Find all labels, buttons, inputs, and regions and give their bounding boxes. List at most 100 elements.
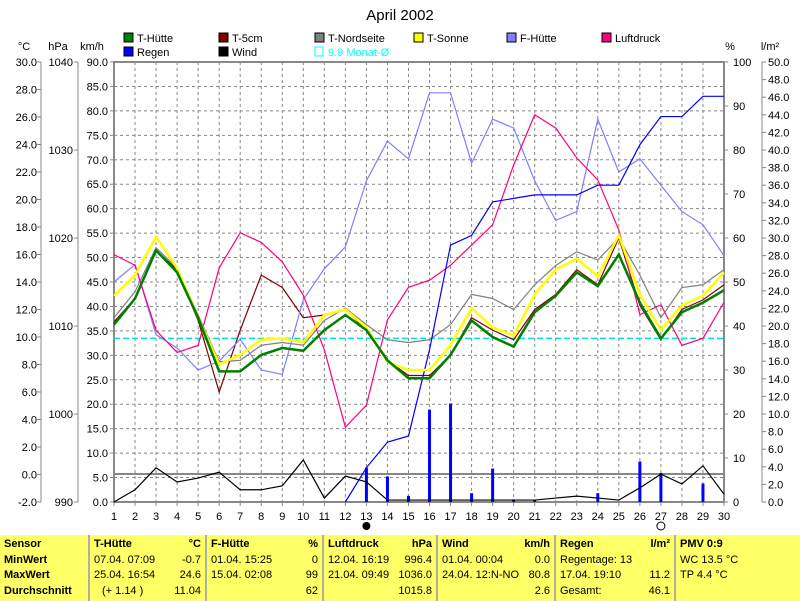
series-line-t-h-tte [113, 248, 725, 380]
col-luftdruck: Luftdruck hPa 12.04. 16:19 996.4 21.04. 09… [324, 535, 438, 601]
total-label: Gesamt: [560, 584, 602, 597]
header: F-Hütte [211, 538, 250, 550]
x-tick-label: 27 [655, 511, 667, 523]
legend-label: Regen [137, 47, 169, 59]
value: 24.6 [179, 569, 201, 581]
time: 07.04. 07:09 [94, 553, 156, 566]
series-line-t-nordseite [113, 237, 725, 363]
legend-label: T-5cm [232, 33, 263, 45]
axis-label-lm2: 2.0 [768, 479, 783, 491]
time: 01.04. 00:04 [442, 553, 504, 566]
axis-label-lm2: 0.0 [768, 497, 783, 509]
axis-label-lm2: 14.0 [768, 374, 789, 386]
axis-label-kmh: 75.0 [87, 130, 108, 142]
weather-chart: April 2002 °C hPa km/h% l/m² T-Hütte T-5cm T-No… [16, 7, 789, 531]
unit-label-hpa: hPa [48, 41, 68, 53]
axis-label-kmh: 30.0 [87, 350, 108, 362]
time: 17.04. 19:10 [560, 569, 622, 581]
value: -0.7 [182, 553, 201, 566]
axis-label-lm2: 4.0 [768, 462, 783, 474]
axis-label-celsius: 2.0 [22, 442, 37, 454]
x-tick-label: 30 [718, 511, 730, 523]
x-tick-label: 21 [529, 511, 541, 523]
unit-label-lm2: l/m² [761, 41, 780, 53]
value: 1015.8 [398, 584, 432, 597]
axis-label-lm2: 30.0 [768, 233, 789, 245]
axis-label-hpa: 1000 [49, 409, 73, 421]
header: Luftdruck [328, 538, 379, 550]
axis-label-hpa: 1010 [49, 321, 73, 333]
col-f-huette: F-Hütte% 01.04. 15:25 0 15.04. 02:08 99 62 [207, 535, 324, 601]
x-tick-label: 18 [465, 511, 477, 523]
legend-swatch [218, 32, 229, 43]
axis-label-celsius: 24.0 [16, 140, 37, 152]
time: 15.04. 02:08 [211, 569, 273, 581]
axis-label-lm2: 22.0 [768, 303, 789, 315]
axis-label-celsius: 14.0 [16, 277, 37, 289]
axis-label-kmh: 90.0 [87, 57, 108, 69]
col-regen: Regen l/m² Regentage: 13 17.04. 19:10 11.2… [556, 535, 676, 601]
col-t-huette: T-Hütte °C 07.04. 07:09 -0.7 25.04. 16:54 2… [90, 535, 207, 601]
axis-label-percent: 40 [733, 321, 745, 333]
axis-label-kmh: 50.0 [87, 253, 108, 265]
axis-label-celsius: 0.0 [22, 470, 37, 482]
unit: km/h [524, 538, 550, 550]
time: 01.04. 15:25 [211, 553, 273, 566]
x-tick-label: 7 [237, 511, 243, 523]
x-tick-label: 14 [381, 511, 393, 523]
axis-label-percent: 100 [733, 57, 751, 69]
value: 11.04 [174, 584, 201, 597]
x-tick-label: 29 [697, 511, 709, 523]
axis-label-kmh: 0.0 [93, 497, 108, 509]
header: Wind [442, 538, 469, 550]
value: 62 [305, 584, 318, 597]
windchill: WC 13.5 °C [680, 553, 739, 566]
axis-label-lm2: 12.0 [768, 391, 789, 403]
legend-swatch [314, 32, 325, 43]
full-moon-icon [656, 521, 666, 531]
x-tick-label: 4 [174, 511, 180, 523]
x-tick-label: 13 [360, 511, 372, 523]
axis-label-celsius: 12.0 [16, 305, 37, 317]
x-tick-label: 28 [676, 511, 688, 523]
axis-label-hpa: 1040 [49, 57, 73, 69]
deviation: (+ 1.14 ) [102, 584, 144, 597]
axis-label-kmh: 40.0 [87, 301, 108, 313]
rain-days: Regentage: 13 [560, 553, 633, 566]
value: 0.0 [534, 553, 550, 566]
axis-label-lm2: 46.0 [768, 92, 789, 104]
axis-label-lm2: 20.0 [768, 321, 789, 333]
time: 25.04. 16:54 [94, 569, 156, 581]
label: MaxWert [4, 569, 50, 581]
axis-label-celsius: 4.0 [22, 415, 37, 427]
axis-label-lm2: 26.0 [768, 268, 789, 280]
axis-label-hpa: 1030 [49, 145, 73, 157]
axis-label-celsius: 22.0 [16, 167, 37, 179]
x-tick-label: 26 [634, 511, 646, 523]
axis-label-lm2: 18.0 [768, 339, 789, 351]
x-tick-label: 16 [423, 511, 435, 523]
legend-label: T-Sonne [427, 33, 469, 45]
axis-label-lm2: 36.0 [768, 180, 789, 192]
series-line-regen [344, 95, 724, 503]
unit: °C [188, 538, 201, 550]
axis-label-celsius: 8.0 [22, 360, 37, 372]
x-tick-label: 15 [402, 511, 414, 523]
value: 0 [311, 553, 318, 566]
value: 11.2 [649, 569, 670, 581]
axis-label-celsius: 30.0 [16, 57, 37, 69]
legend-label: F-Hütte [520, 33, 557, 45]
x-tick-label: 5 [195, 511, 201, 523]
axis-label-lm2: 44.0 [768, 110, 789, 122]
legend-swatch [123, 32, 134, 43]
time: 21.04. 09:49 [328, 569, 390, 581]
legend-label: T-Nordseite [328, 33, 385, 45]
unit: l/m² [650, 538, 670, 550]
axis-label-kmh: 70.0 [87, 155, 108, 167]
legend-swatch [218, 46, 229, 57]
new-moon-icon [362, 522, 371, 530]
statistics-table: Sensor MinWert MaxWert Durchschnitt T-Hü… [0, 535, 800, 601]
x-tick-label: 24 [592, 511, 604, 523]
legend-swatch [314, 46, 324, 57]
label: Sensor [4, 538, 42, 550]
